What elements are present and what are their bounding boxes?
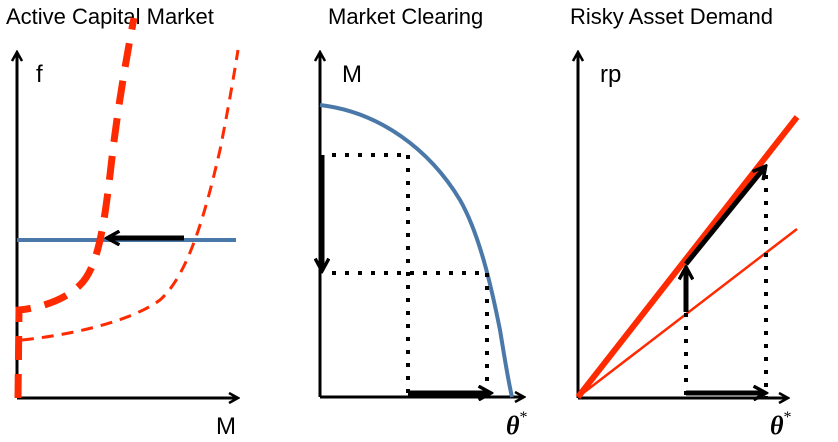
- diagonal-arrow: [684, 167, 765, 266]
- panel-title: Market Clearing: [328, 4, 483, 29]
- panel-market-clearing: Market Clearing M θ*: [320, 4, 528, 440]
- x-axis-label: θ*: [506, 409, 528, 440]
- dotted-guides: [684, 175, 768, 397]
- y-axis-label: f: [36, 61, 43, 88]
- blue-clearing-curve: [319, 103, 514, 398]
- panel-title: Active Capital Market: [6, 4, 214, 29]
- red-thin-dashed-curve: [21, 49, 240, 342]
- panel-active-capital-market: Active Capital Market f M: [6, 4, 238, 440]
- panel-title: Risky Asset Demand: [570, 4, 773, 29]
- x-axis-label: θ*: [770, 409, 792, 440]
- y-axis-label: rp: [600, 61, 621, 88]
- panel-risky-asset-demand: Risky Asset Demand rp θ*: [570, 4, 800, 440]
- dotted-guides: [332, 153, 489, 397]
- red-thick-dashed-curve: [14, 17, 138, 399]
- y-axis-label: M: [342, 61, 362, 88]
- x-axis-label: M: [216, 413, 236, 440]
